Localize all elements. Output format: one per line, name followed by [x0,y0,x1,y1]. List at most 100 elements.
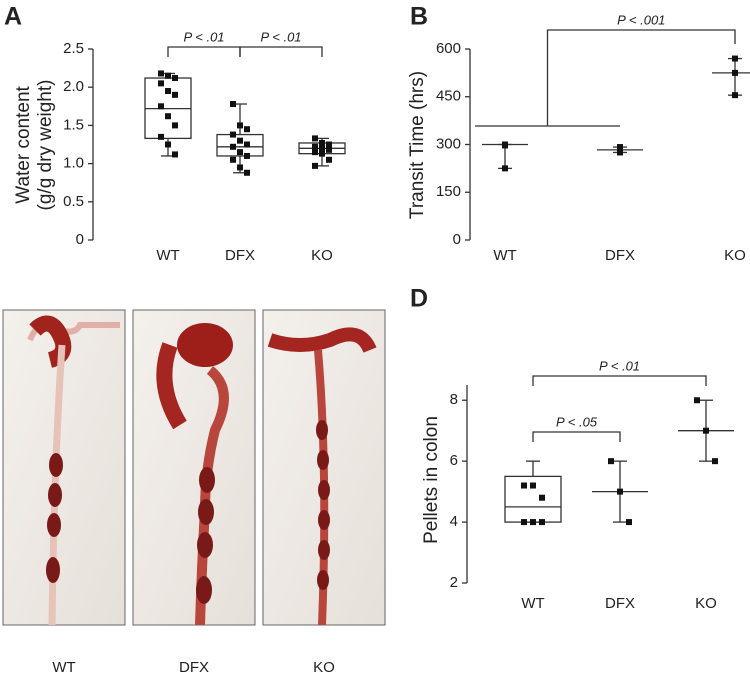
panel-label: A [4,3,22,31]
significance-label: P < .05 [556,414,598,429]
point [319,145,325,152]
bracket [167,46,241,57]
bracket [546,29,736,126]
point [230,131,236,138]
point [617,488,623,495]
x-tick-label: DFX [605,247,635,264]
x-tick-label: KO [724,247,746,264]
panel-label: D [410,285,428,313]
point [712,458,718,465]
point [165,88,171,95]
y-tick-label: 1.0 [63,155,84,172]
point [326,156,332,163]
x-tick-label: WT [521,595,544,612]
point [158,70,164,77]
photo-wt [2,309,126,626]
point [326,146,332,153]
point [158,133,164,140]
point [237,149,243,156]
photo-caption: WT [52,659,75,676]
point [617,149,623,156]
x-tick-label: WT [156,247,179,264]
point [539,494,545,501]
significance-label: P < .01 [183,29,224,44]
photo-caption: KO [313,659,335,676]
y-axis-label: Pellets in colon [421,416,442,544]
panel-label: B [410,3,428,31]
point [312,135,318,142]
point [244,169,250,176]
point [165,72,171,79]
point [539,519,545,526]
x-tick-label: WT [493,247,516,264]
bracket [532,431,621,442]
x-tick-label: KO [311,247,333,264]
x-tick-label: KO [695,595,717,612]
point [608,458,614,465]
point [237,137,243,144]
y-tick-label: 6 [450,452,458,469]
point [172,122,178,129]
y-tick-label: 450 [436,88,461,105]
x-tick-label: DFX [605,595,635,612]
point [319,150,325,157]
point [244,141,250,148]
point [694,397,700,404]
point [230,156,236,163]
y-tick-label: 150 [436,183,461,200]
point [521,519,527,526]
y-tick-label: 8 [450,391,458,408]
bracket [532,375,707,386]
y-tick-label: 0 [76,231,84,248]
point [237,164,243,171]
significance-label: P < .01 [260,29,301,44]
point [732,69,738,76]
point [158,103,164,110]
point [626,519,632,526]
significance-label: P < .01 [599,358,640,373]
point [521,482,527,489]
box [216,133,264,157]
point [312,162,318,169]
photo-ko [262,309,386,626]
point [502,142,508,149]
y-axis-label: Water content [13,85,34,203]
point [172,151,178,158]
y-axis-label: Transit Time (hrs) [407,71,428,219]
photo-dfx [132,309,256,626]
point [244,126,250,133]
y-tick-label: 4 [450,513,458,530]
point [158,80,164,87]
point [312,149,318,156]
y-tick-label: 600 [436,40,461,57]
point [530,519,536,526]
point [530,482,536,489]
point [244,152,250,159]
point [319,139,325,146]
point [502,165,508,172]
y-tick-label: 0 [453,231,461,248]
point [230,143,236,150]
y-tick-label: 2.0 [63,78,84,95]
point [172,75,178,82]
point [165,113,171,120]
point [237,122,243,129]
photo-caption: DFX [179,659,209,676]
point [165,141,171,148]
x-tick-label: DFX [225,247,255,264]
point [732,92,738,99]
point [732,55,738,62]
significance-label: P < .001 [617,12,665,27]
y-tick-label: 2.5 [63,40,84,57]
point [326,141,332,148]
point [172,91,178,98]
point [703,427,709,434]
point [312,143,318,150]
y-tick-label: 2 [450,574,458,591]
y-tick-label: 300 [436,135,461,152]
y-axis-label: (g/g dry weight) [35,80,56,211]
bracket [239,46,323,57]
y-tick-label: 0.5 [63,193,84,210]
point [230,101,236,108]
